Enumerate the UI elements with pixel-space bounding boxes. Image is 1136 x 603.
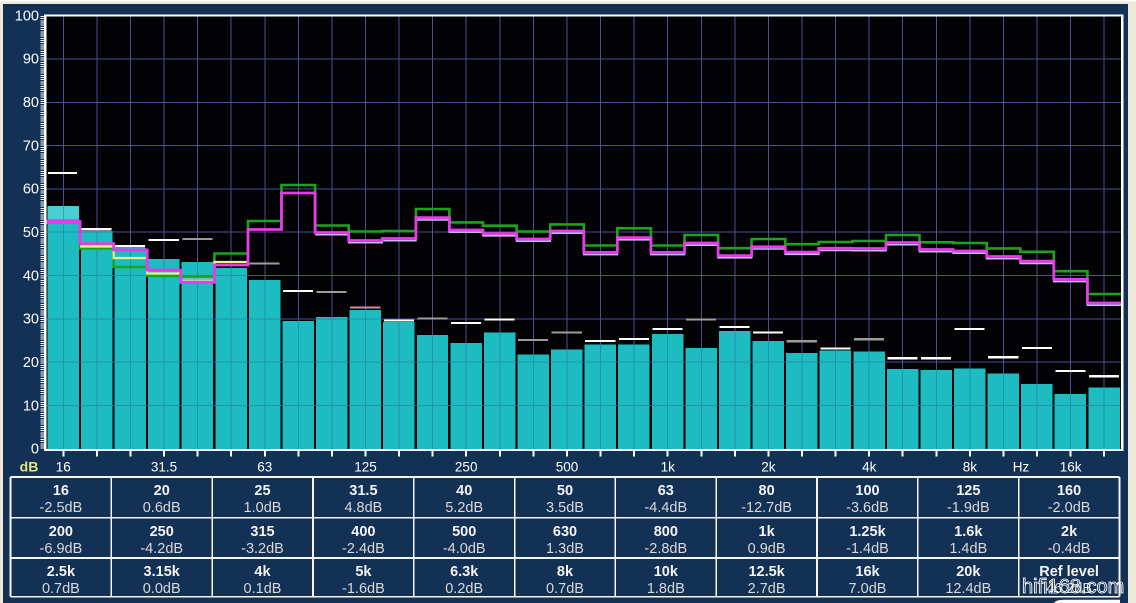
svg-text:20k: 20k (956, 564, 981, 580)
svg-text:5k: 5k (355, 564, 372, 580)
svg-text:0.6dB: 0.6dB (143, 500, 181, 516)
svg-text:-1.4dB: -1.4dB (846, 541, 889, 557)
svg-text:-2.8dB: -2.8dB (644, 541, 687, 557)
svg-text:500: 500 (452, 524, 476, 540)
svg-text:70: 70 (23, 138, 39, 154)
svg-text:25: 25 (254, 483, 270, 499)
svg-text:46.2dB: 46.2dB (1046, 581, 1092, 597)
svg-text:20: 20 (154, 483, 170, 499)
svg-text:12.5k: 12.5k (748, 564, 785, 580)
svg-text:-4.4dB: -4.4dB (644, 500, 687, 516)
svg-text:1.0dB: 1.0dB (244, 500, 282, 516)
svg-text:7.0dB: 7.0dB (849, 581, 887, 597)
svg-text:63: 63 (257, 460, 272, 475)
svg-text:250: 250 (455, 460, 478, 475)
svg-text:8k: 8k (557, 564, 574, 580)
svg-text:-1.9dB: -1.9dB (947, 500, 990, 516)
svg-text:-1.6dB: -1.6dB (342, 581, 385, 597)
svg-text:63: 63 (658, 483, 674, 499)
svg-text:-4.0dB: -4.0dB (443, 541, 486, 557)
svg-text:400: 400 (351, 524, 375, 540)
svg-text:31.5: 31.5 (151, 460, 177, 475)
svg-text:dB: dB (20, 459, 39, 475)
svg-text:-2.5dB: -2.5dB (40, 500, 83, 516)
svg-text:2.5k: 2.5k (47, 564, 76, 580)
svg-text:-2.0dB: -2.0dB (1048, 500, 1091, 516)
svg-text:50: 50 (557, 483, 573, 499)
svg-text:125: 125 (956, 483, 980, 499)
svg-text:60: 60 (23, 182, 39, 198)
svg-text:1.4dB: 1.4dB (949, 541, 987, 557)
svg-text:40: 40 (23, 268, 39, 284)
svg-text:6.3k: 6.3k (450, 564, 479, 580)
svg-text:-3.6dB: -3.6dB (846, 500, 889, 516)
svg-text:Hz: Hz (1013, 460, 1030, 475)
svg-text:4.8dB: 4.8dB (344, 500, 382, 516)
svg-text:3.5dB: 3.5dB (546, 500, 584, 516)
svg-text:16: 16 (56, 460, 71, 475)
svg-text:10k: 10k (654, 564, 679, 580)
svg-text:12.4dB: 12.4dB (945, 581, 991, 597)
svg-text:hifi168.com: hifi168.com (1022, 576, 1124, 598)
svg-text:0: 0 (31, 442, 39, 458)
svg-text:0.7dB: 0.7dB (546, 581, 584, 597)
svg-text:40: 40 (456, 483, 472, 499)
svg-text:3.15k: 3.15k (144, 564, 181, 580)
svg-text:10: 10 (23, 398, 39, 414)
svg-text:100: 100 (855, 483, 879, 499)
svg-text:315: 315 (250, 524, 274, 540)
svg-text:1.3dB: 1.3dB (546, 541, 584, 557)
svg-text:200: 200 (49, 524, 73, 540)
svg-text:800: 800 (654, 524, 678, 540)
svg-text:100: 100 (15, 8, 39, 24)
svg-text:31.5: 31.5 (349, 483, 377, 499)
svg-text:0.0dB: 0.0dB (143, 581, 181, 597)
svg-text:4k: 4k (862, 460, 877, 475)
svg-text:-12.7dB: -12.7dB (741, 500, 792, 516)
svg-text:16: 16 (53, 483, 69, 499)
svg-text:-4.2dB: -4.2dB (140, 541, 183, 557)
svg-text:0.2dB: 0.2dB (445, 581, 483, 597)
svg-text:2.7dB: 2.7dB (748, 581, 786, 597)
svg-text:500: 500 (556, 460, 579, 475)
svg-text:16k: 16k (1060, 460, 1082, 475)
svg-text:0.7dB: 0.7dB (42, 581, 80, 597)
svg-text:250: 250 (150, 524, 174, 540)
svg-text:1.25k: 1.25k (849, 524, 886, 540)
svg-text:5.2dB: 5.2dB (445, 500, 483, 516)
svg-text:1k: 1k (661, 460, 676, 475)
svg-text:16k: 16k (855, 564, 880, 580)
svg-text:90: 90 (23, 52, 39, 68)
svg-text:1.8dB: 1.8dB (647, 581, 685, 597)
svg-text:80: 80 (23, 95, 39, 111)
svg-text:1k: 1k (759, 524, 776, 540)
svg-text:Ref level: Ref level (1039, 564, 1099, 580)
svg-text:2k: 2k (761, 460, 776, 475)
svg-text:4k: 4k (254, 564, 271, 580)
svg-text:-6.9dB: -6.9dB (40, 541, 83, 557)
svg-text:-2.4dB: -2.4dB (342, 541, 385, 557)
svg-text:0.9dB: 0.9dB (748, 541, 786, 557)
svg-text:50: 50 (23, 225, 39, 241)
svg-text:30: 30 (23, 312, 39, 328)
svg-text:8k: 8k (963, 460, 978, 475)
svg-text:160: 160 (1057, 483, 1081, 499)
svg-text:20: 20 (23, 355, 39, 371)
svg-text:0.1dB: 0.1dB (244, 581, 282, 597)
svg-text:80: 80 (759, 483, 775, 499)
svg-text:1.6k: 1.6k (954, 524, 983, 540)
svg-text:-0.4dB: -0.4dB (1048, 541, 1091, 557)
svg-text:125: 125 (354, 460, 377, 475)
svg-text:630: 630 (553, 524, 577, 540)
svg-text:2k: 2k (1061, 524, 1078, 540)
svg-text:-3.2dB: -3.2dB (241, 541, 284, 557)
